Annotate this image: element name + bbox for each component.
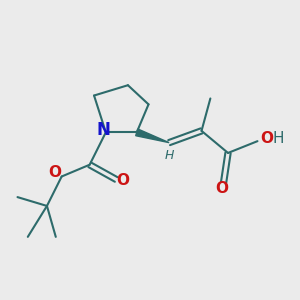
Text: O: O — [260, 131, 273, 146]
Text: O: O — [49, 166, 62, 181]
Text: N: N — [97, 121, 110, 139]
Polygon shape — [136, 129, 169, 142]
Text: H: H — [273, 131, 284, 146]
Text: O: O — [116, 173, 129, 188]
Text: O: O — [215, 182, 228, 196]
Text: H: H — [164, 148, 174, 161]
